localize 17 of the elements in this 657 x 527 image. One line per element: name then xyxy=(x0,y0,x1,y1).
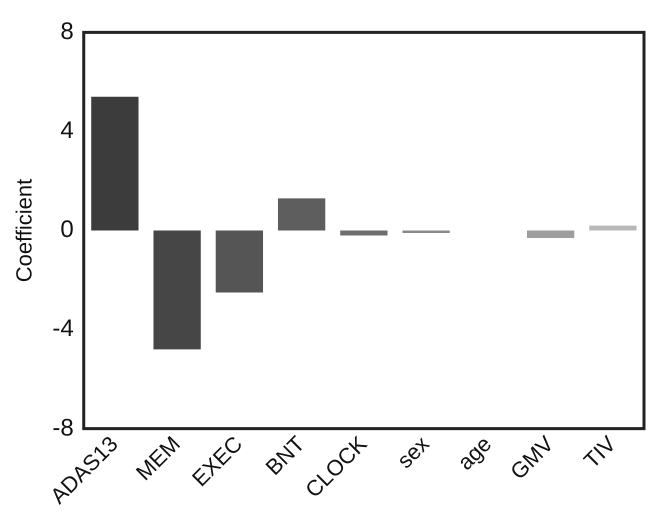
x-tick-label: TIV xyxy=(578,430,621,474)
bar xyxy=(589,226,637,231)
bar xyxy=(526,230,574,238)
bar xyxy=(216,230,264,292)
bar xyxy=(278,198,326,231)
x-tick-label: sex xyxy=(392,431,434,474)
x-tick-label: age xyxy=(452,431,496,475)
y-tick-label: 8 xyxy=(60,18,74,46)
y-tick-label: -8 xyxy=(52,414,74,442)
y-tick-label: 4 xyxy=(60,117,74,144)
bar xyxy=(402,230,450,234)
bar xyxy=(91,96,139,231)
y-axis-title: Coefficient xyxy=(11,178,36,282)
bar xyxy=(340,230,388,236)
y-tick-label: -4 xyxy=(52,315,74,342)
bar xyxy=(153,230,201,350)
y-tick-label: 0 xyxy=(60,216,74,244)
